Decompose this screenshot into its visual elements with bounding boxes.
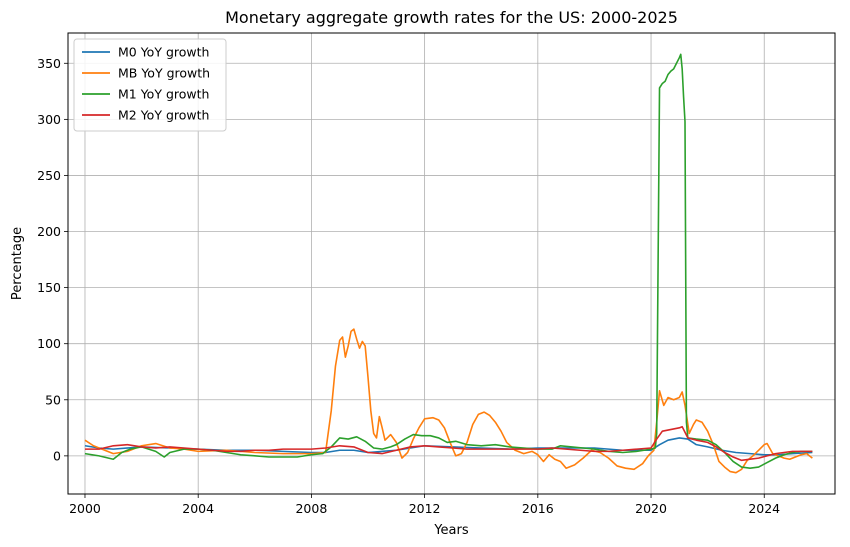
legend-label: MB YoY growth	[118, 66, 210, 81]
series-line-2	[84, 328, 813, 474]
x-axis: 2000 2004 2008 2012 2016 2020 2024	[69, 494, 780, 516]
x-tick-label: 2004	[182, 501, 214, 516]
y-tick-label: 250	[37, 168, 61, 183]
chart-title: Monetary aggregate growth rates for the …	[225, 8, 678, 27]
legend-label: M2 YoY growth	[118, 108, 209, 123]
y-tick-label: 150	[37, 280, 61, 295]
x-tick-label: 2000	[69, 501, 101, 516]
series-lines	[84, 53, 813, 474]
legend-frame	[73, 38, 227, 132]
y-axis-title: Percentage	[10, 227, 25, 300]
y-tick-label: 200	[37, 224, 61, 239]
legend-label: M1 YoY growth	[118, 87, 209, 102]
x-tick-label: 2012	[409, 501, 441, 516]
x-tick-label: 2008	[295, 501, 327, 516]
x-tick-label: 2020	[635, 501, 667, 516]
y-tick-label: 50	[45, 392, 61, 407]
y-tick-label: 350	[37, 56, 61, 71]
y-tick-label: 300	[37, 112, 61, 127]
grid	[68, 33, 835, 494]
x-tick-label: 2016	[522, 501, 554, 516]
y-axis: 0 50 100 150 200 250 300 350	[37, 56, 68, 463]
y-tick-label: 0	[53, 448, 61, 463]
plot-frame	[67, 32, 836, 495]
x-tick-label: 2024	[748, 501, 780, 516]
x-axis-title: Years	[433, 523, 469, 538]
legend-label: M0 YoY growth	[118, 45, 209, 60]
series-line-4	[84, 425, 813, 462]
y-tick-label: 100	[37, 336, 61, 351]
legend: M0 YoY growth MB YoY growth M1 YoY growth M…	[73, 38, 227, 132]
